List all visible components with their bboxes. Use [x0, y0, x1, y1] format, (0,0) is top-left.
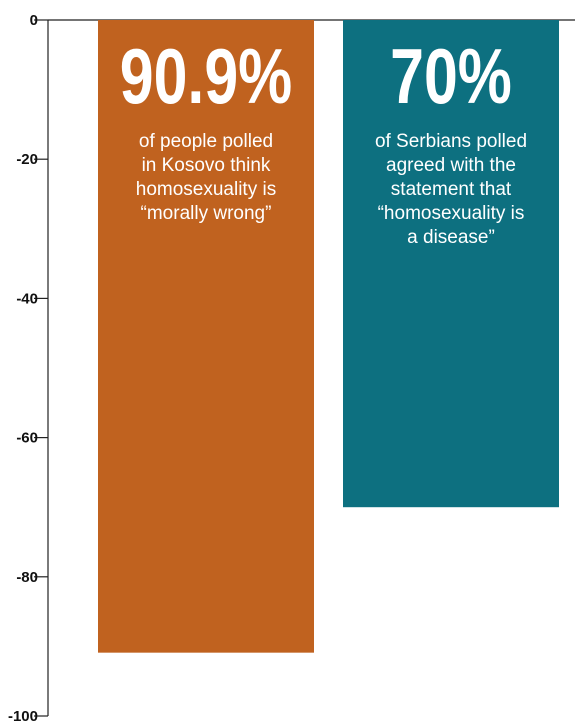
bars — [98, 20, 559, 653]
bar-annotation-line: “homosexuality is — [378, 203, 525, 224]
y-tick-label: -60 — [16, 430, 38, 447]
bar-annotation-line: in Kosovo think — [142, 155, 271, 176]
bar-annotation-line: agreed with the — [386, 155, 516, 176]
bar-annotation-line: statement that — [391, 179, 512, 200]
y-tick-label: -20 — [16, 151, 38, 168]
y-axis-ticks: 0 -20 -40 -60 -80 -100 — [8, 12, 48, 724]
y-tick-label: -40 — [16, 290, 38, 307]
y-tick-label: -100 — [8, 708, 38, 724]
bar-annotation-line: a disease” — [407, 227, 495, 248]
bar-kosovo — [98, 20, 314, 653]
y-tick-label: -80 — [16, 569, 38, 586]
bar-headline-value: 90.9% — [120, 33, 292, 120]
bar-annotation-line: homosexuality is — [136, 179, 276, 200]
bar-annotation-line: of Serbians polled — [375, 131, 527, 152]
bar-annotation-line: “morally wrong” — [141, 203, 272, 224]
bar-annotation-line: of people polled — [139, 131, 273, 152]
y-tick-label: 0 — [30, 12, 38, 29]
bar-headline-value: 70% — [390, 33, 512, 120]
bar-annotations: 90.9% of people polled in Kosovo think homo… — [120, 33, 527, 248]
bar-serbia — [343, 20, 559, 508]
